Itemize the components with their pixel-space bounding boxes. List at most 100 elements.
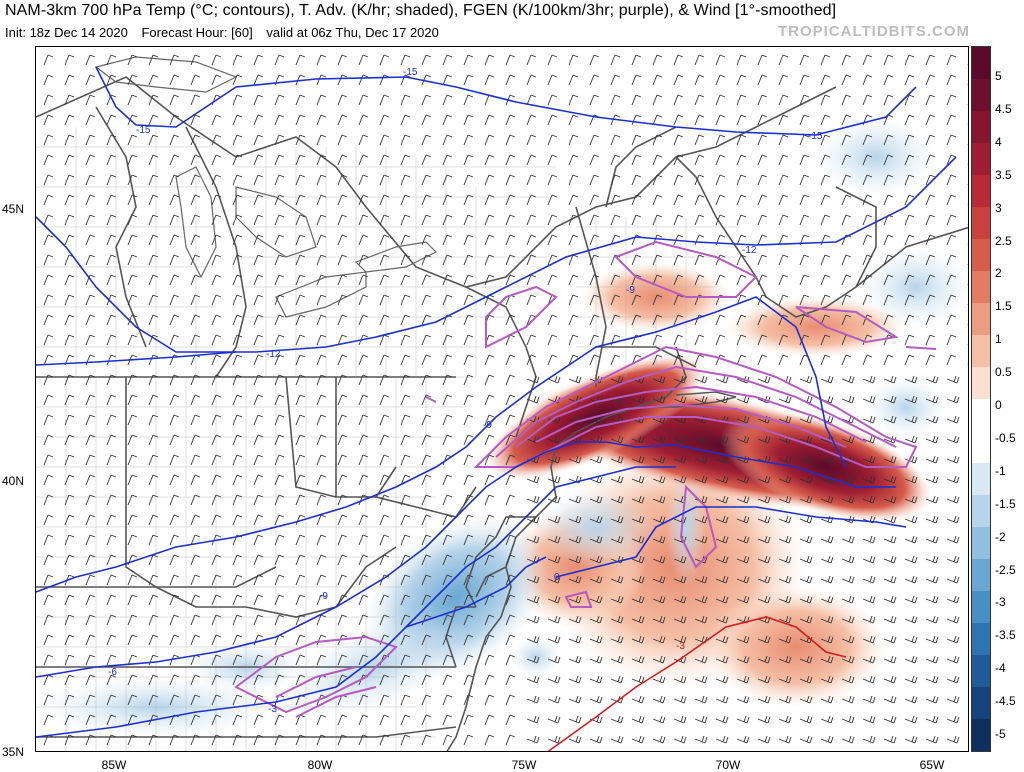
wind-barb <box>652 154 663 166</box>
wind-barb <box>358 454 369 466</box>
wind-barb <box>967 499 968 500</box>
colorbar-tick-label: 0.5 <box>995 365 1012 380</box>
wind-barb <box>946 435 960 444</box>
wind-barb <box>190 54 201 66</box>
wind-barb <box>274 354 285 366</box>
wind-barb <box>274 614 285 626</box>
wind-barb <box>190 614 201 626</box>
wind-barb <box>820 174 831 186</box>
wind-barb <box>547 635 561 644</box>
wind-barb <box>820 375 834 384</box>
wind-barb <box>715 334 726 346</box>
wind-barb <box>925 555 939 564</box>
wind-barb <box>358 594 369 606</box>
wind-barb <box>568 334 579 346</box>
wind-barb <box>736 154 747 166</box>
wind-barb <box>967 143 968 145</box>
wind-barb <box>547 314 558 326</box>
wind-barb <box>295 134 306 146</box>
wind-barb <box>862 595 876 604</box>
wind-barb <box>337 614 348 626</box>
wind-barb <box>85 634 96 646</box>
wind-barb <box>442 94 453 106</box>
wind-barb <box>484 274 495 286</box>
wind-barb <box>799 615 813 624</box>
wind-barb <box>967 399 968 400</box>
wind-barb <box>715 535 729 544</box>
wind-barb <box>85 574 96 586</box>
wind-barb <box>883 294 894 306</box>
wind-barb <box>610 615 624 624</box>
wind-barb <box>148 214 159 226</box>
wind-barb <box>589 575 603 584</box>
wind-barb <box>610 74 621 86</box>
wind-barb <box>610 154 621 166</box>
wind-barb <box>85 114 96 126</box>
wind-barb <box>799 54 810 66</box>
wind-barb <box>379 394 390 406</box>
wind-barb <box>736 54 747 66</box>
wind-barb <box>211 554 222 566</box>
wind-barb <box>169 154 180 166</box>
wind-barb <box>652 455 666 464</box>
wind-barb <box>64 214 75 226</box>
wind-barb <box>694 114 705 126</box>
wind-barb <box>610 495 624 504</box>
wind-barb <box>43 254 54 266</box>
contour-label: -9 <box>319 591 328 602</box>
wind-barb <box>526 715 540 724</box>
wind-barb <box>694 375 708 384</box>
wind-barb <box>736 475 750 484</box>
wind-barb <box>505 254 516 266</box>
wind-barb <box>295 514 306 526</box>
wind-barb <box>232 354 243 366</box>
wind-barb <box>526 234 537 246</box>
wind-barb <box>85 594 96 606</box>
wind-barb <box>967 619 968 620</box>
wind-barb <box>862 334 873 346</box>
wind-barb <box>148 434 159 446</box>
wind-barb <box>568 555 582 564</box>
wind-barb <box>883 515 897 524</box>
wind-barb <box>127 294 138 306</box>
wind-barb <box>43 494 54 506</box>
wind-barb <box>673 274 684 286</box>
wind-barb <box>211 234 222 246</box>
wind-barb <box>673 715 687 724</box>
wind-barb <box>526 655 540 664</box>
wind-barb <box>106 254 117 266</box>
wind-barb <box>421 314 432 326</box>
wind-barb <box>253 454 264 466</box>
wind-barb <box>358 714 369 726</box>
wind-barb <box>925 535 939 544</box>
wind-barb <box>841 675 855 684</box>
wind-barb <box>589 194 600 206</box>
wind-barb <box>64 134 75 146</box>
wind-barb <box>379 674 390 686</box>
wind-barb <box>925 495 939 504</box>
wind-barb <box>190 334 201 346</box>
wind-barb <box>568 455 582 464</box>
wind-barb <box>190 194 201 206</box>
wind-barb <box>463 254 474 266</box>
wind-barb <box>358 54 369 66</box>
wind-barb <box>337 174 348 186</box>
wind-barb <box>358 214 369 226</box>
wind-barb <box>442 274 453 286</box>
wind-barb <box>568 194 579 206</box>
wind-barb <box>547 214 558 226</box>
wind-barb <box>757 74 768 86</box>
wind-barb <box>631 495 645 504</box>
wind-barb <box>337 94 348 106</box>
wind-barb <box>274 294 285 306</box>
wind-barb <box>757 234 768 246</box>
wind-barb <box>715 515 729 524</box>
wind-barb <box>883 615 897 624</box>
wind-barb <box>295 214 306 226</box>
wind-barb <box>421 574 432 586</box>
wind-barb <box>64 614 75 626</box>
wind-barb <box>820 154 831 166</box>
wind-barb <box>757 475 771 484</box>
wind-barb <box>316 654 327 666</box>
wind-barb <box>400 334 411 346</box>
